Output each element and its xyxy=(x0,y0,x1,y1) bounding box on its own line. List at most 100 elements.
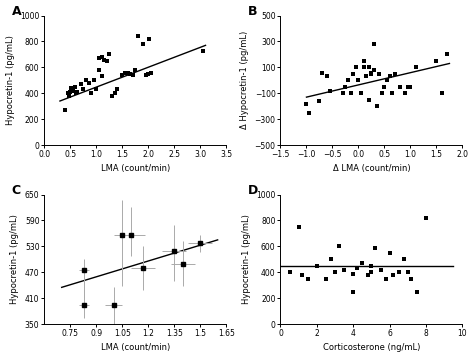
Point xyxy=(98,54,105,60)
Y-axis label: Hypocretin-1 (pg/mL): Hypocretin-1 (pg/mL) xyxy=(6,35,15,125)
Point xyxy=(433,58,440,64)
Point xyxy=(71,84,78,90)
Point xyxy=(349,289,357,295)
Point xyxy=(118,72,126,78)
X-axis label: Δ LMA (count/min): Δ LMA (count/min) xyxy=(333,164,410,173)
Point xyxy=(129,72,137,78)
Point xyxy=(72,90,79,96)
Point xyxy=(340,267,348,272)
Point xyxy=(124,70,131,76)
Point xyxy=(323,73,331,79)
Point xyxy=(355,77,362,83)
Y-axis label: Hypocretin-1 (pg/mL): Hypocretin-1 (pg/mL) xyxy=(242,214,251,304)
Point xyxy=(389,90,396,96)
Point xyxy=(145,71,152,77)
Point xyxy=(316,98,323,104)
Point xyxy=(371,245,379,251)
Point xyxy=(368,263,375,268)
Point xyxy=(305,110,313,116)
Point xyxy=(352,64,360,70)
Point xyxy=(365,97,373,103)
Point xyxy=(106,52,113,57)
Point xyxy=(373,103,381,109)
Point xyxy=(77,81,84,87)
Point xyxy=(328,256,335,262)
Point xyxy=(353,266,361,271)
Point xyxy=(391,71,399,77)
Point xyxy=(80,87,87,92)
Point xyxy=(90,77,98,83)
Point xyxy=(318,70,326,76)
Point xyxy=(396,84,404,90)
Point xyxy=(82,77,90,83)
Point xyxy=(127,71,134,77)
Point xyxy=(295,224,302,230)
Point xyxy=(357,90,365,96)
Point xyxy=(382,276,390,282)
Point xyxy=(147,70,155,76)
Point xyxy=(386,73,393,79)
Point xyxy=(360,58,367,64)
Point xyxy=(344,77,352,83)
Point xyxy=(61,107,69,113)
Point xyxy=(146,36,153,42)
Point xyxy=(111,90,118,96)
Point xyxy=(368,269,375,275)
Point xyxy=(342,84,349,90)
Point xyxy=(358,260,366,266)
Point xyxy=(368,71,375,77)
Point xyxy=(404,84,411,90)
Point xyxy=(368,70,375,76)
Point xyxy=(299,272,306,278)
Y-axis label: Δ Hypocretin-1 (pg/mL): Δ Hypocretin-1 (pg/mL) xyxy=(240,31,249,130)
Point xyxy=(375,71,383,77)
Point xyxy=(390,272,397,278)
Text: D: D xyxy=(248,184,258,197)
Point xyxy=(401,256,408,262)
Point xyxy=(286,269,293,275)
Point xyxy=(386,250,393,256)
Point xyxy=(103,58,110,64)
Point xyxy=(408,276,415,282)
Point xyxy=(98,73,105,79)
Text: B: B xyxy=(248,5,257,18)
Point xyxy=(331,269,339,275)
Point xyxy=(335,243,343,249)
Point xyxy=(349,71,357,77)
Point xyxy=(438,90,446,96)
Point xyxy=(304,276,311,282)
Point xyxy=(100,57,108,62)
X-axis label: LMA (count/min): LMA (count/min) xyxy=(100,164,170,173)
Point xyxy=(73,89,81,95)
X-axis label: LMA (count/min): LMA (count/min) xyxy=(100,343,170,352)
Point xyxy=(395,269,402,275)
Point xyxy=(370,41,378,47)
Point xyxy=(339,90,346,96)
Point xyxy=(401,90,409,96)
Point xyxy=(142,72,149,78)
Point xyxy=(326,88,334,93)
Point xyxy=(377,267,384,272)
Point xyxy=(347,90,355,96)
Point xyxy=(322,276,330,282)
Point xyxy=(349,271,357,276)
Point xyxy=(113,87,121,92)
Point xyxy=(95,55,103,61)
Point xyxy=(404,269,411,275)
X-axis label: Corticosterone (ng/mL): Corticosterone (ng/mL) xyxy=(323,343,420,352)
Point xyxy=(412,64,419,70)
Point xyxy=(413,289,421,295)
Point xyxy=(68,85,75,91)
Point xyxy=(139,41,147,47)
Text: C: C xyxy=(11,184,21,197)
Point xyxy=(383,77,391,83)
Point xyxy=(365,64,373,70)
Point xyxy=(313,263,321,268)
Point xyxy=(121,70,129,76)
Point xyxy=(363,73,370,79)
Y-axis label: Hypocretin-1 (pg/mL): Hypocretin-1 (pg/mL) xyxy=(10,214,19,304)
Point xyxy=(108,93,116,99)
Point xyxy=(378,90,386,96)
Point xyxy=(85,80,92,86)
Point xyxy=(92,87,100,92)
